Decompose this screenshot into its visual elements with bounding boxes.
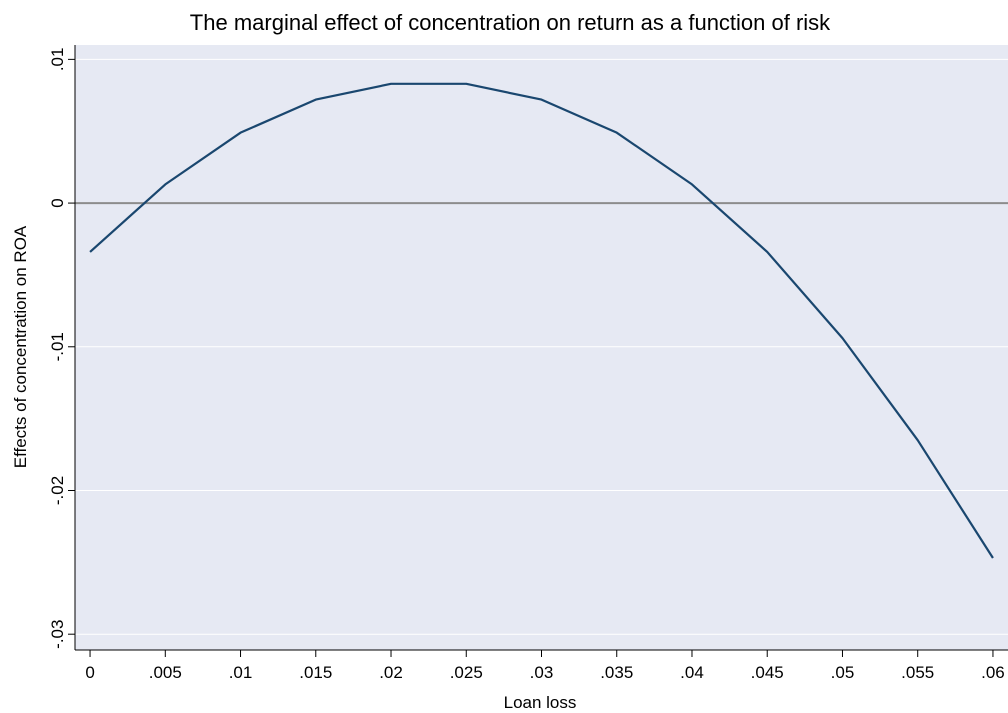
x-tick-label: .045 bbox=[751, 663, 784, 682]
x-tick-label: .01 bbox=[229, 663, 253, 682]
y-tick-label: -.02 bbox=[48, 476, 67, 505]
x-tick-label: .025 bbox=[450, 663, 483, 682]
x-tick-label: 0 bbox=[85, 663, 94, 682]
plot-background bbox=[75, 45, 1008, 650]
x-tick-label: .035 bbox=[600, 663, 633, 682]
x-tick-label: .04 bbox=[680, 663, 704, 682]
y-tick-label: 0 bbox=[48, 198, 67, 207]
y-tick-label: .01 bbox=[48, 48, 67, 72]
x-tick-label: .005 bbox=[149, 663, 182, 682]
x-tick-label: .055 bbox=[901, 663, 934, 682]
x-tick-label: .03 bbox=[530, 663, 554, 682]
y-tick-label: -.03 bbox=[48, 620, 67, 649]
x-tick-label: .02 bbox=[379, 663, 403, 682]
x-tick-label: .06 bbox=[981, 663, 1005, 682]
line-series bbox=[89, 82, 994, 559]
chart-title: The marginal effect of concentration on … bbox=[190, 10, 831, 35]
y-axis-label: Effects of concentration on ROA bbox=[11, 225, 30, 468]
x-tick-label: .015 bbox=[299, 663, 332, 682]
y-tick-label: -.01 bbox=[48, 332, 67, 361]
x-tick-label: .05 bbox=[831, 663, 855, 682]
x-axis-label: Loan loss bbox=[504, 693, 577, 712]
